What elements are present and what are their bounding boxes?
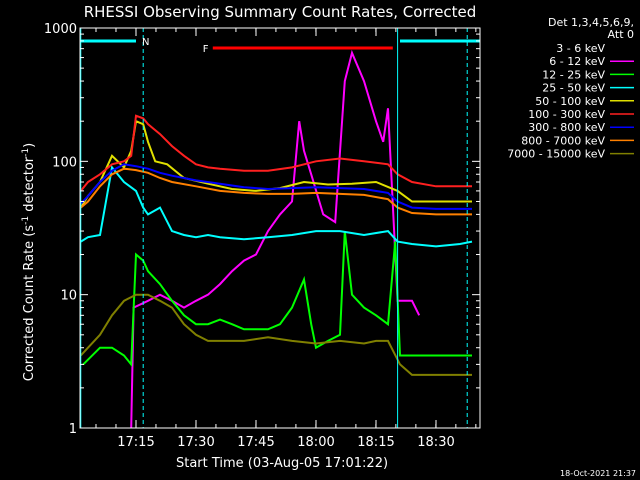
series-line-2 [82, 230, 472, 368]
y-axis-label-mid: detector [22, 156, 37, 216]
legend-label-7: 800 - 7000 keV [521, 134, 605, 147]
y-axis-label-end: ) [22, 143, 37, 148]
legend-label-6: 300 - 800 keV [528, 121, 605, 134]
y-axis-label: Corrected Count Rate (s-1 detector-1) [21, 143, 37, 381]
x-tick-label: 18:15 [357, 435, 394, 450]
x-tick-label: 18:00 [297, 435, 334, 450]
y-tick-label: 1 [69, 422, 77, 437]
x-tick-label: 17:15 [117, 435, 154, 450]
legend-label-4: 50 - 100 keV [535, 95, 605, 108]
legend-label-1: 6 - 12 keV [549, 55, 605, 68]
x-tick-label: 17:45 [237, 435, 274, 450]
y-tick-label: 10 [60, 289, 77, 304]
y-axis-label-sup1: -1 [21, 216, 31, 225]
flag-label-F: F [203, 44, 209, 55]
y-axis-label-main: Corrected Count Rate (s [22, 225, 37, 382]
y-axis-label-sup2: -1 [21, 148, 31, 157]
flag-label-N: N [142, 37, 149, 48]
series-line-7 [80, 167, 472, 216]
plot-frame [79, 27, 481, 429]
legend-label-3: 25 - 50 keV [542, 82, 605, 95]
detector-label-line1: Det 1,3,4,5,6,9, [548, 16, 634, 29]
series-line-1 [130, 49, 421, 429]
series-line-6 [80, 163, 472, 210]
legend-label-0: 3 - 6 keV [556, 42, 605, 55]
footer-timestamp: 18-Oct-2021 21:37 [560, 469, 636, 478]
chart-title: RHESSI Observing Summary Count Rates, Co… [84, 3, 477, 21]
plot-area: N F 1 10 100 1000 17:15 17:30 17:45 18:00 18:15 18:… [44, 22, 481, 450]
x-tick-label: 18:30 [417, 435, 454, 450]
x-tick-label: 17:30 [177, 435, 214, 450]
detector-label-line2: Att 0 [608, 28, 634, 41]
legend-label-8: 7000 - 15000 keV [507, 148, 605, 161]
series-line-0 [130, 106, 399, 384]
series-line-3 [80, 165, 473, 248]
legend-label-5: 100 - 300 keV [528, 108, 605, 121]
y-tick-label: 1000 [44, 22, 77, 37]
y-tick-label: 100 [52, 155, 77, 170]
x-axis-label: Start Time (03-Aug-05 17:01:22) [176, 456, 388, 471]
series-line-5 [80, 114, 472, 192]
legend-label-2: 12 - 25 keV [542, 68, 605, 81]
